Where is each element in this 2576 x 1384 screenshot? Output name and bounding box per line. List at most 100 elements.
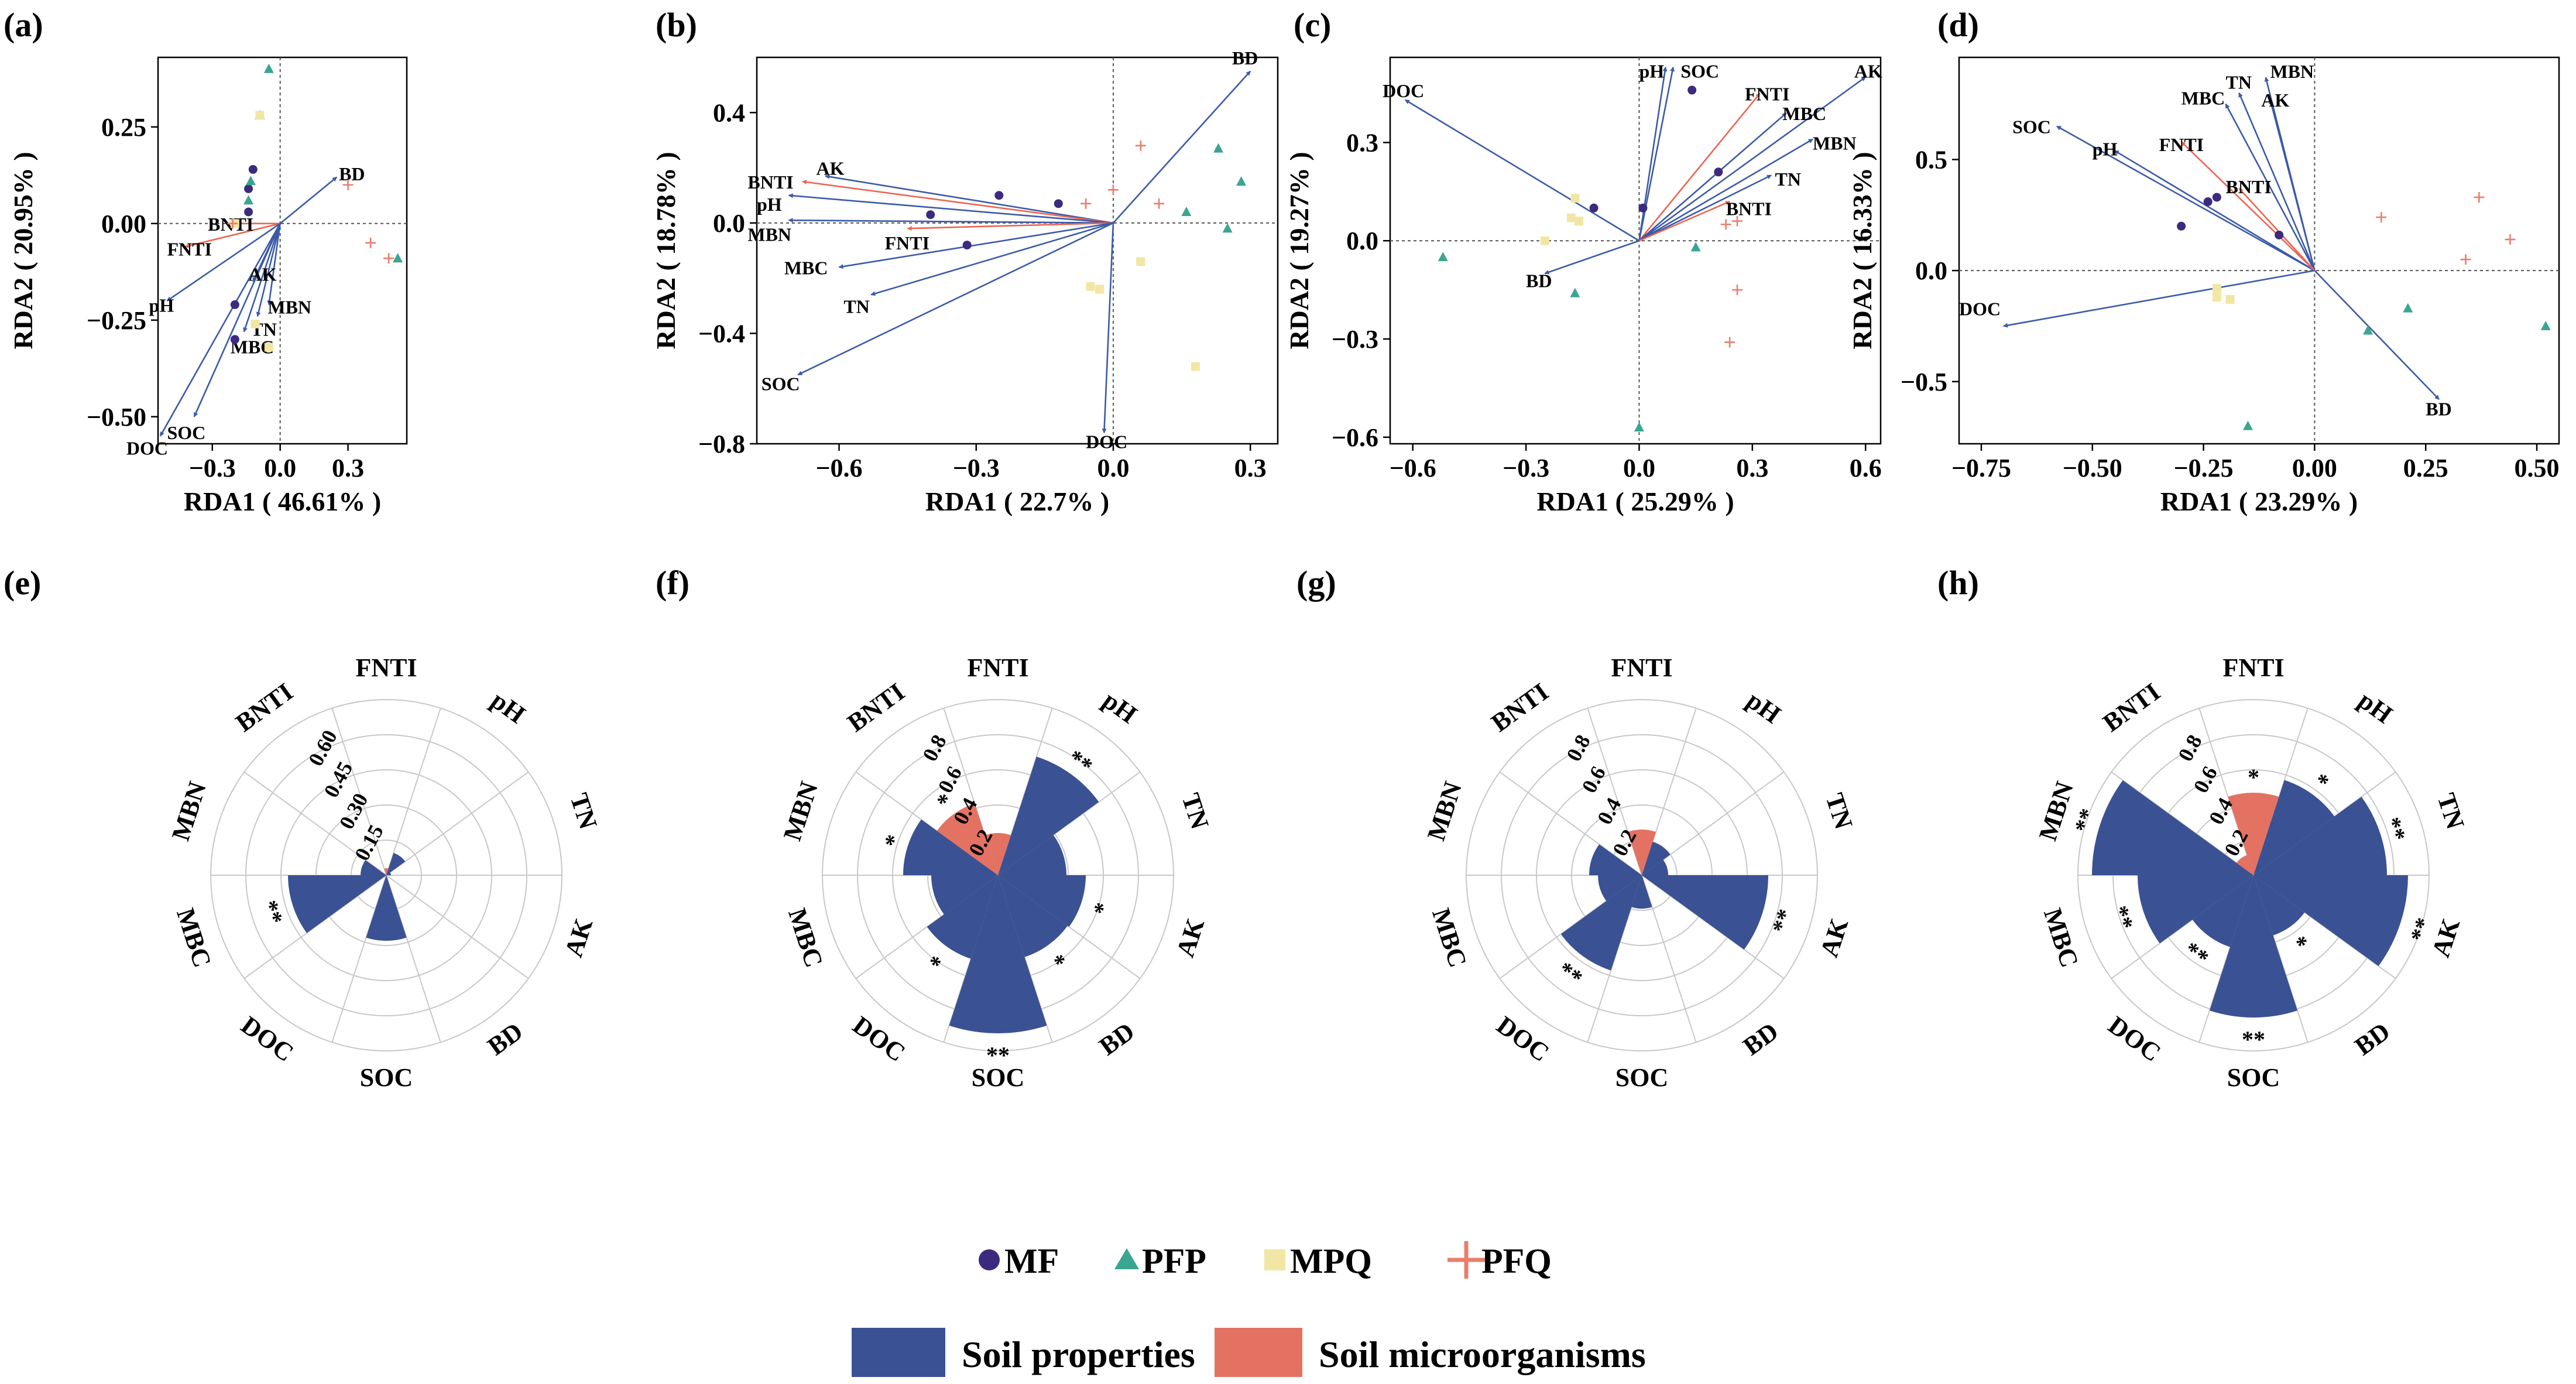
PFQ-point	[227, 218, 238, 229]
MPQ-point	[1191, 362, 1200, 371]
bar-pH	[998, 756, 1099, 875]
x-tick-label: −0.6	[815, 454, 862, 482]
category-label-BNTI: BNTI	[1486, 677, 1554, 738]
MF-point	[994, 191, 1004, 200]
bar-MBC	[1598, 875, 1642, 902]
plot-frame	[157, 56, 408, 445]
arrow-label-SOC: SOC	[1680, 60, 1719, 81]
panel-label: (h)	[1937, 564, 1979, 602]
category-label-BD: BD	[482, 1017, 528, 1061]
MF-point	[1638, 203, 1648, 213]
bar-BNTI	[2236, 855, 2253, 875]
arrow-MBC	[1638, 112, 1787, 242]
arrow-MBC	[838, 222, 1114, 269]
category-label-MBN: MBN	[778, 778, 824, 844]
bar-FNTI	[1627, 830, 1656, 875]
category-label-DOC: DOC	[2103, 1010, 2166, 1067]
arrow-label-pH: pH	[1639, 60, 1664, 81]
arrow-label-BNTI: BNTI	[747, 172, 793, 193]
MF-point	[1589, 203, 1599, 213]
arrow-label-pH: pH	[2093, 139, 2118, 160]
panel-label: (f)	[656, 564, 690, 602]
PFP-point	[1634, 422, 1644, 432]
panel-label: (c)	[1294, 6, 1331, 44]
arrow-label-BNTI: BNTI	[1726, 198, 1772, 219]
arrow-AK	[825, 174, 1114, 224]
grid-spoke	[1641, 771, 1785, 876]
MPQ-point	[264, 342, 273, 352]
significance-SOC: **	[986, 1036, 1010, 1062]
legend-MF-marker	[979, 1249, 1000, 1270]
x-tick-label: 0.00	[2292, 454, 2337, 482]
bar-AK	[998, 875, 1086, 927]
bar-SOC	[366, 875, 407, 941]
category-label-AK: AK	[2426, 915, 2465, 961]
legend-bar_red-label: Soil microorganisms	[1319, 1334, 1646, 1375]
bar-DOC	[2192, 875, 2253, 947]
category-label-MBN: MBN	[166, 778, 212, 844]
arrow-BNTI	[1638, 200, 1731, 242]
arrow-TN	[1638, 174, 1772, 242]
bar-SOC	[2209, 875, 2298, 1018]
MF-point	[244, 184, 253, 193]
panel-label: (d)	[1937, 6, 1979, 44]
PFQ-point	[1720, 219, 1731, 230]
category-label-BD: BD	[2349, 1017, 2395, 1061]
MF-point	[962, 241, 972, 250]
arrow-SOC	[797, 222, 1114, 376]
category-label-pH: pH	[1741, 686, 1786, 729]
category-label-AK: AK	[1814, 915, 1854, 961]
bar-SOC	[1631, 875, 1652, 909]
x-tick-label: 0.3	[332, 454, 364, 482]
legend-MF-label: MF	[1004, 1242, 1059, 1280]
arrow-TN	[256, 223, 281, 317]
panel-label: (a)	[4, 6, 43, 44]
MPQ-point	[2225, 294, 2235, 304]
arrow-FNTI	[907, 222, 1113, 231]
category-label-SOC: SOC	[2227, 1063, 2280, 1092]
arrow-pH	[788, 193, 1114, 224]
category-label-FNTI: FNTI	[355, 653, 417, 682]
plot-frame	[1389, 56, 1882, 445]
arrow-label-TN: TN	[2226, 72, 2252, 93]
arrow-SOC	[2056, 125, 2316, 272]
legend-PFQ-marker	[1448, 1241, 1485, 1279]
MPQ-point	[255, 111, 265, 120]
grid-spoke	[386, 875, 441, 1043]
y-tick-label: −0.4	[698, 319, 745, 348]
category-label-MBC: MBC	[2038, 905, 2084, 971]
panel-label: (g)	[1296, 564, 1336, 602]
grid-spoke	[386, 875, 529, 979]
arrow-label-BD: BD	[339, 163, 365, 184]
category-label-FNTI: FNTI	[2222, 653, 2284, 682]
arrow-label-pH: pH	[757, 194, 782, 215]
MF-point	[248, 165, 258, 174]
PFQ-point	[1135, 140, 1146, 151]
bar-pH	[1642, 841, 1671, 875]
PFQ-point	[2376, 212, 2387, 223]
category-label-DOC: DOC	[236, 1010, 299, 1067]
bar-MBC	[931, 875, 998, 915]
MF-point	[244, 207, 253, 217]
arrow-AK	[2269, 99, 2316, 271]
bar-AK	[2253, 875, 2408, 967]
x-axis-label: RDA1 ( 46.61% )	[184, 487, 381, 516]
PFP-point	[1570, 287, 1580, 297]
radial-tick-label: 0.6	[1577, 762, 1610, 797]
arrow-BD	[2314, 270, 2440, 400]
PFQ-point	[1724, 337, 1735, 348]
MPQ-point	[1095, 285, 1105, 294]
radial-tick-label: 0.8	[918, 731, 951, 765]
arrow-TN	[2238, 92, 2316, 271]
significance-MBC: **	[262, 895, 294, 926]
MF-point	[1687, 85, 1697, 95]
arrow-label-FNTI: FNTI	[885, 232, 929, 253]
arrow-label-AK: AK	[249, 264, 277, 285]
significance-MBN: *	[879, 831, 907, 851]
category-label-TN: TN	[564, 790, 603, 833]
bar-TN	[2253, 796, 2387, 875]
arrow-label-AK: AK	[2261, 90, 2289, 111]
MF-point	[2177, 221, 2186, 231]
arrow-label-FNTI: FNTI	[1745, 84, 1789, 105]
arrow-label-FNTI: FNTI	[2159, 134, 2204, 155]
